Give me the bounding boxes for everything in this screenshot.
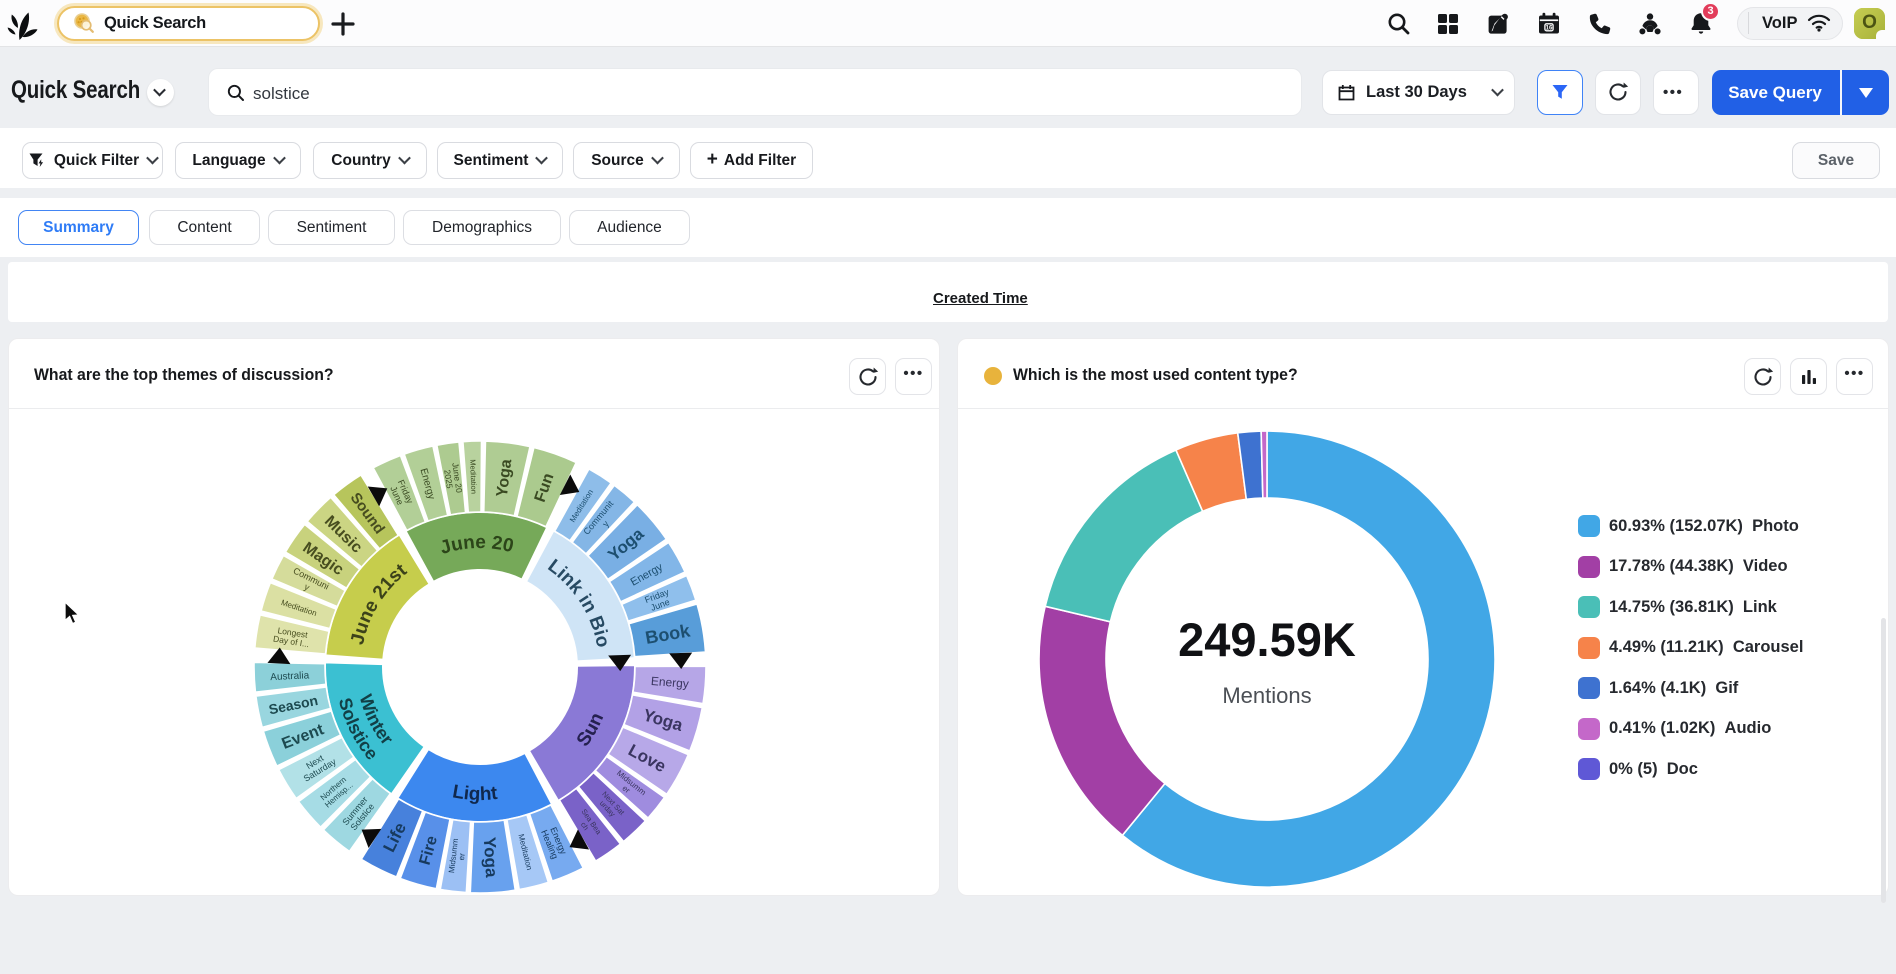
svg-text:Energy: Energy [650,674,689,691]
svg-text:Light: Light [451,781,499,805]
svg-text:Meditation: Meditation [468,459,478,494]
svg-text:Midsummer: Midsummer [447,838,468,875]
svg-text:June 202025: June 202025 [441,462,464,495]
svg-text:Australia: Australia [270,670,310,683]
svg-text:Yoga: Yoga [494,458,516,498]
svg-text:16: 16 [1546,25,1553,32]
svg-text:Yoga: Yoga [480,837,501,879]
